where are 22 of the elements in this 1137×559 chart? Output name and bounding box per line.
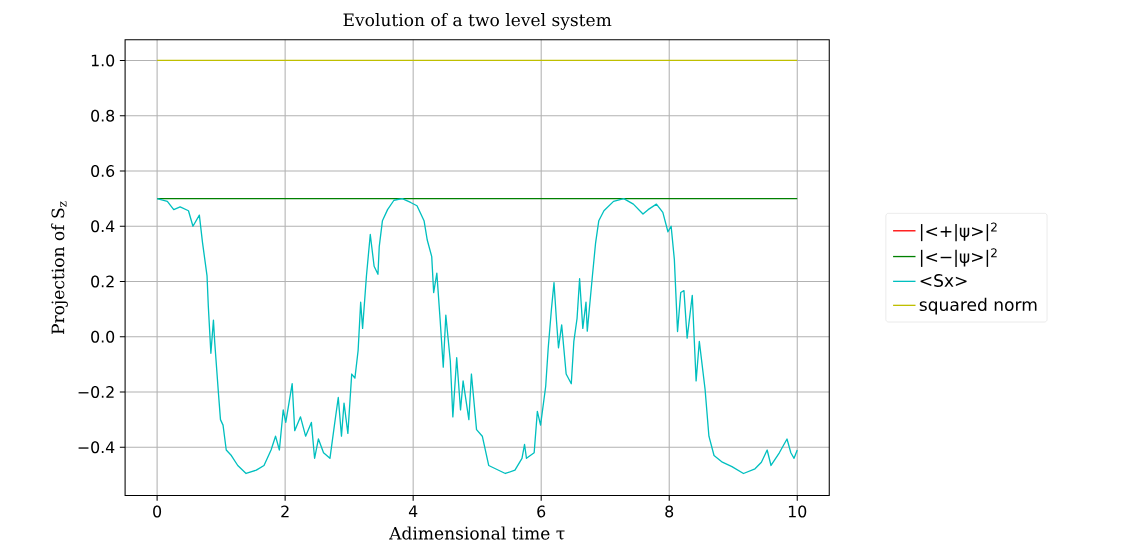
x-tick-label: 6 xyxy=(537,505,546,518)
y-tick-label: −0.2 xyxy=(78,386,114,399)
y-tick-label: 0.2 xyxy=(91,275,114,288)
legend-label: |<+|ψ>|$^{2}$ xyxy=(920,222,997,242)
line-series xyxy=(156,198,798,475)
y-tick-label: −0.4 xyxy=(78,441,115,454)
legend-label: squared norm xyxy=(919,298,1037,315)
x-tick-label: 0 xyxy=(153,505,162,518)
y-axis-title: Projection of S$_{z}$ xyxy=(51,201,68,335)
x-tick-label: 2 xyxy=(281,505,289,518)
x-tick-label: 4 xyxy=(408,505,418,518)
x-axis-title: Adimensional time τ xyxy=(389,526,565,540)
y-tick-label: 0.0 xyxy=(91,330,115,343)
y-tick-label: 0.8 xyxy=(91,109,115,122)
y-tick-label: 1.0 xyxy=(91,54,115,67)
y-tick-label: 0.6 xyxy=(91,165,115,178)
x-tick-label: 10 xyxy=(788,505,807,518)
y-tick-label: 0.4 xyxy=(91,220,115,233)
legend-label: <Sx> xyxy=(920,274,967,288)
chart-title: Evolution of a two level system xyxy=(343,13,612,30)
x-tick-label: 8 xyxy=(665,505,674,518)
legend-label: |<−|ψ>|$^{2}$ xyxy=(920,248,997,268)
